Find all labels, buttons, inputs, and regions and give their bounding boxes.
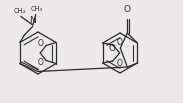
Text: O: O bbox=[108, 43, 115, 53]
Text: CH₃: CH₃ bbox=[14, 8, 26, 13]
Text: CH₃: CH₃ bbox=[31, 5, 43, 12]
Text: O: O bbox=[37, 39, 43, 48]
Text: O: O bbox=[37, 58, 43, 67]
Text: O: O bbox=[117, 37, 123, 46]
Text: O: O bbox=[124, 5, 131, 14]
Text: O: O bbox=[117, 60, 123, 68]
Text: N: N bbox=[29, 16, 36, 25]
